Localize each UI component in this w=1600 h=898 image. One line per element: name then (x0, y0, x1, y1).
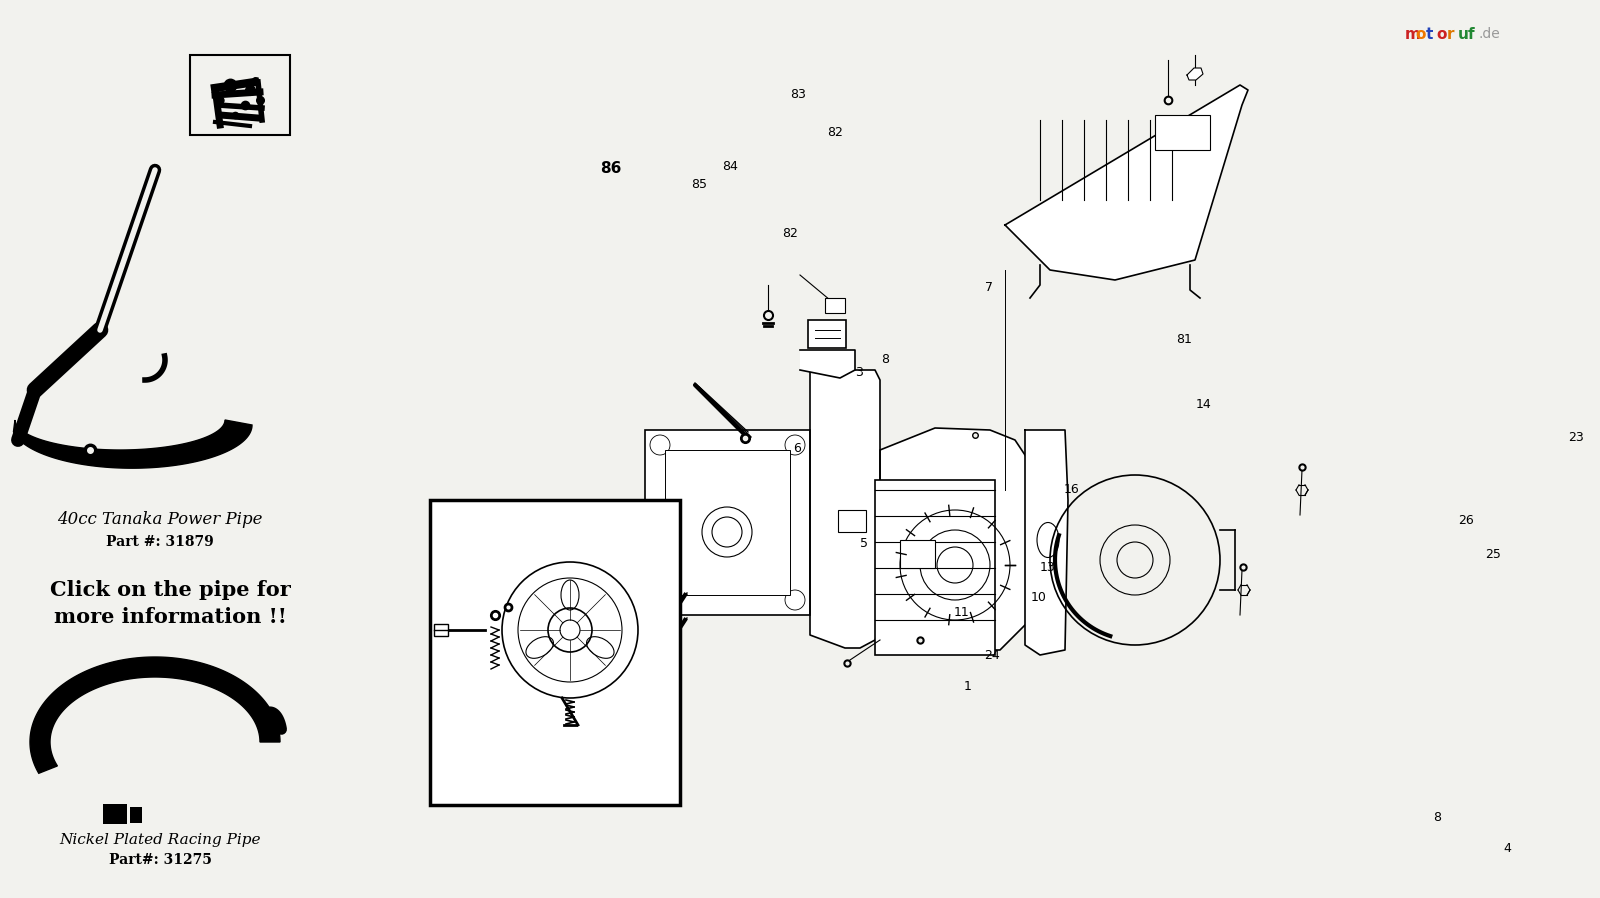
Polygon shape (1005, 85, 1248, 280)
Text: 85: 85 (691, 178, 707, 190)
Text: 13: 13 (1040, 561, 1056, 574)
Text: 1: 1 (965, 681, 971, 693)
Text: more information !!: more information !! (53, 607, 286, 627)
Text: Click on the pipe for: Click on the pipe for (50, 580, 290, 600)
Polygon shape (1026, 430, 1069, 655)
Polygon shape (1187, 68, 1203, 80)
Text: 7: 7 (984, 281, 992, 294)
Bar (645, 430, 810, 615)
Bar (190, 55, 290, 135)
Bar (102, 804, 126, 824)
Bar (430, 500, 680, 805)
Text: 82: 82 (827, 127, 843, 139)
Polygon shape (880, 428, 1038, 650)
Bar (1155, 115, 1210, 150)
Polygon shape (13, 420, 253, 468)
Text: 25: 25 (1485, 549, 1501, 561)
Bar (434, 624, 448, 636)
Bar (838, 510, 866, 532)
Text: 23: 23 (1568, 431, 1584, 444)
Bar (875, 480, 995, 655)
Text: 24: 24 (984, 649, 1000, 662)
Text: Part #: 31879: Part #: 31879 (106, 535, 214, 549)
Polygon shape (800, 350, 854, 378)
Polygon shape (810, 370, 880, 648)
Text: 8: 8 (1434, 811, 1440, 823)
Text: 26: 26 (1458, 515, 1474, 527)
Text: 11: 11 (954, 606, 970, 619)
Text: 10: 10 (1030, 591, 1046, 603)
Bar (666, 450, 790, 595)
Text: 16: 16 (1064, 483, 1080, 496)
Text: 8: 8 (882, 353, 890, 365)
Text: 6: 6 (794, 443, 800, 455)
Text: 81: 81 (1176, 333, 1192, 346)
Text: t: t (1426, 27, 1434, 41)
Text: .de: .de (1478, 27, 1501, 41)
Text: f: f (1467, 27, 1475, 41)
Text: r: r (1446, 27, 1454, 41)
Text: 40cc Tanaka Power Pipe: 40cc Tanaka Power Pipe (58, 512, 262, 529)
Text: 4: 4 (1504, 842, 1510, 855)
Text: 5: 5 (861, 537, 867, 550)
Text: o: o (1437, 27, 1446, 41)
Bar (130, 807, 142, 823)
Text: Part#: 31275: Part#: 31275 (109, 853, 211, 867)
Text: 14: 14 (1195, 398, 1211, 410)
Bar (808, 320, 846, 348)
Text: o: o (1416, 27, 1426, 41)
Text: u: u (1458, 27, 1469, 41)
Text: 3: 3 (856, 366, 862, 379)
Text: 86: 86 (600, 162, 622, 176)
Text: m: m (1405, 27, 1421, 41)
Polygon shape (30, 657, 280, 773)
Text: 82: 82 (782, 227, 798, 240)
Text: 84: 84 (722, 160, 738, 172)
Text: 83: 83 (790, 88, 806, 101)
Bar (826, 298, 845, 313)
Bar (899, 540, 934, 568)
Text: Nickel Plated Racing Pipe: Nickel Plated Racing Pipe (59, 833, 261, 847)
